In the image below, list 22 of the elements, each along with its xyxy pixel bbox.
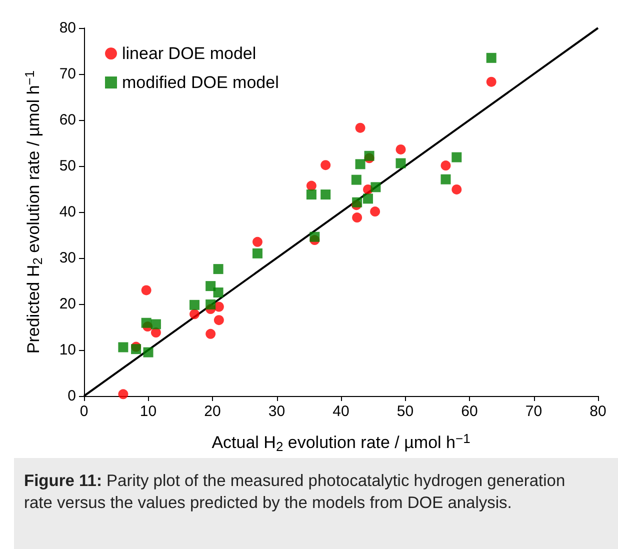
legend-label: modified DOE model — [122, 73, 279, 92]
y-axis-title: Predicted H2 evolution rate / µmol h−1 — [22, 70, 45, 354]
y-tick-label: 0 — [68, 388, 76, 404]
y-tick-label: 20 — [59, 296, 76, 312]
x-tick-label: 20 — [204, 403, 221, 420]
y-tick-label: 80 — [59, 20, 76, 36]
x-tick-label: 0 — [80, 403, 88, 420]
x-tick-label: 70 — [525, 403, 542, 420]
y-tick-label: 40 — [59, 204, 76, 220]
legend-label: linear DOE model — [122, 44, 256, 63]
y-tick-label: 60 — [59, 112, 76, 128]
x-tick-label: 50 — [396, 403, 414, 420]
y-tick-label: 70 — [59, 66, 76, 82]
y-tick-label: 10 — [59, 342, 76, 358]
y-tick-label: 50 — [59, 158, 76, 174]
x-tick-label: 80 — [590, 403, 606, 420]
x-tick-label: 40 — [332, 403, 350, 420]
x-tick-label: 10 — [140, 403, 157, 420]
caption: Figure 11: Parity plot of the measured photocatalytic hydrogen generation rate versus the values predicted by the models from DOE analysis. — [24, 471, 566, 514]
x-tick-label: 30 — [268, 403, 286, 420]
x-tick-label: 60 — [461, 403, 478, 420]
y-tick-label: 30 — [59, 250, 76, 266]
